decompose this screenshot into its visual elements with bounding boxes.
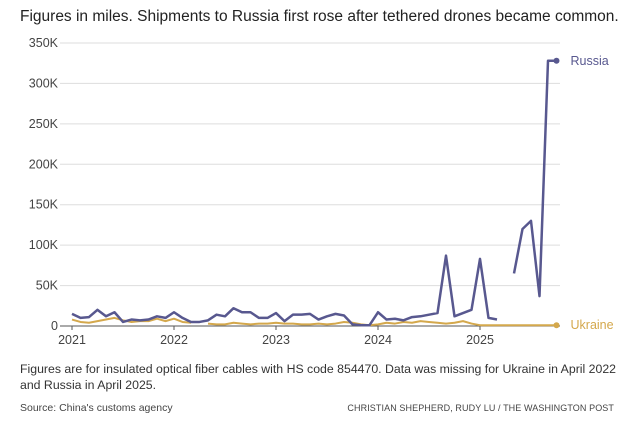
y-tick-label: 0 <box>51 319 58 333</box>
y-tick-label: 150K <box>29 198 59 212</box>
end-point <box>553 57 560 64</box>
x-tick-label: 2024 <box>364 333 392 347</box>
x-tick-label: 2021 <box>58 333 86 347</box>
y-tick-label: 50K <box>36 279 59 293</box>
series-label: Ukraine <box>571 318 614 332</box>
y-tick-label: 350K <box>29 36 59 50</box>
y-tick-label: 100K <box>29 238 59 252</box>
series-line <box>71 316 557 327</box>
credit: CHRISTIAN SHEPHERD, RUDY LU / THE WASHIN… <box>347 403 614 413</box>
y-tick-label: 250K <box>29 117 59 131</box>
y-tick-label: 300K <box>29 76 59 90</box>
x-tick-label: 2023 <box>262 333 290 347</box>
note: Figures are for insulated optical fiber … <box>20 362 617 392</box>
x-tick-label: 2022 <box>160 333 188 347</box>
chart-title: Figures in miles. Shipments to Russia fi… <box>20 8 619 25</box>
series-label: Russia <box>571 54 609 68</box>
source: Source: China's customs agency <box>20 402 173 414</box>
series-line <box>71 59 557 327</box>
end-point <box>553 322 560 329</box>
x-tick-label: 2025 <box>466 333 494 347</box>
y-tick-label: 200K <box>29 157 59 171</box>
